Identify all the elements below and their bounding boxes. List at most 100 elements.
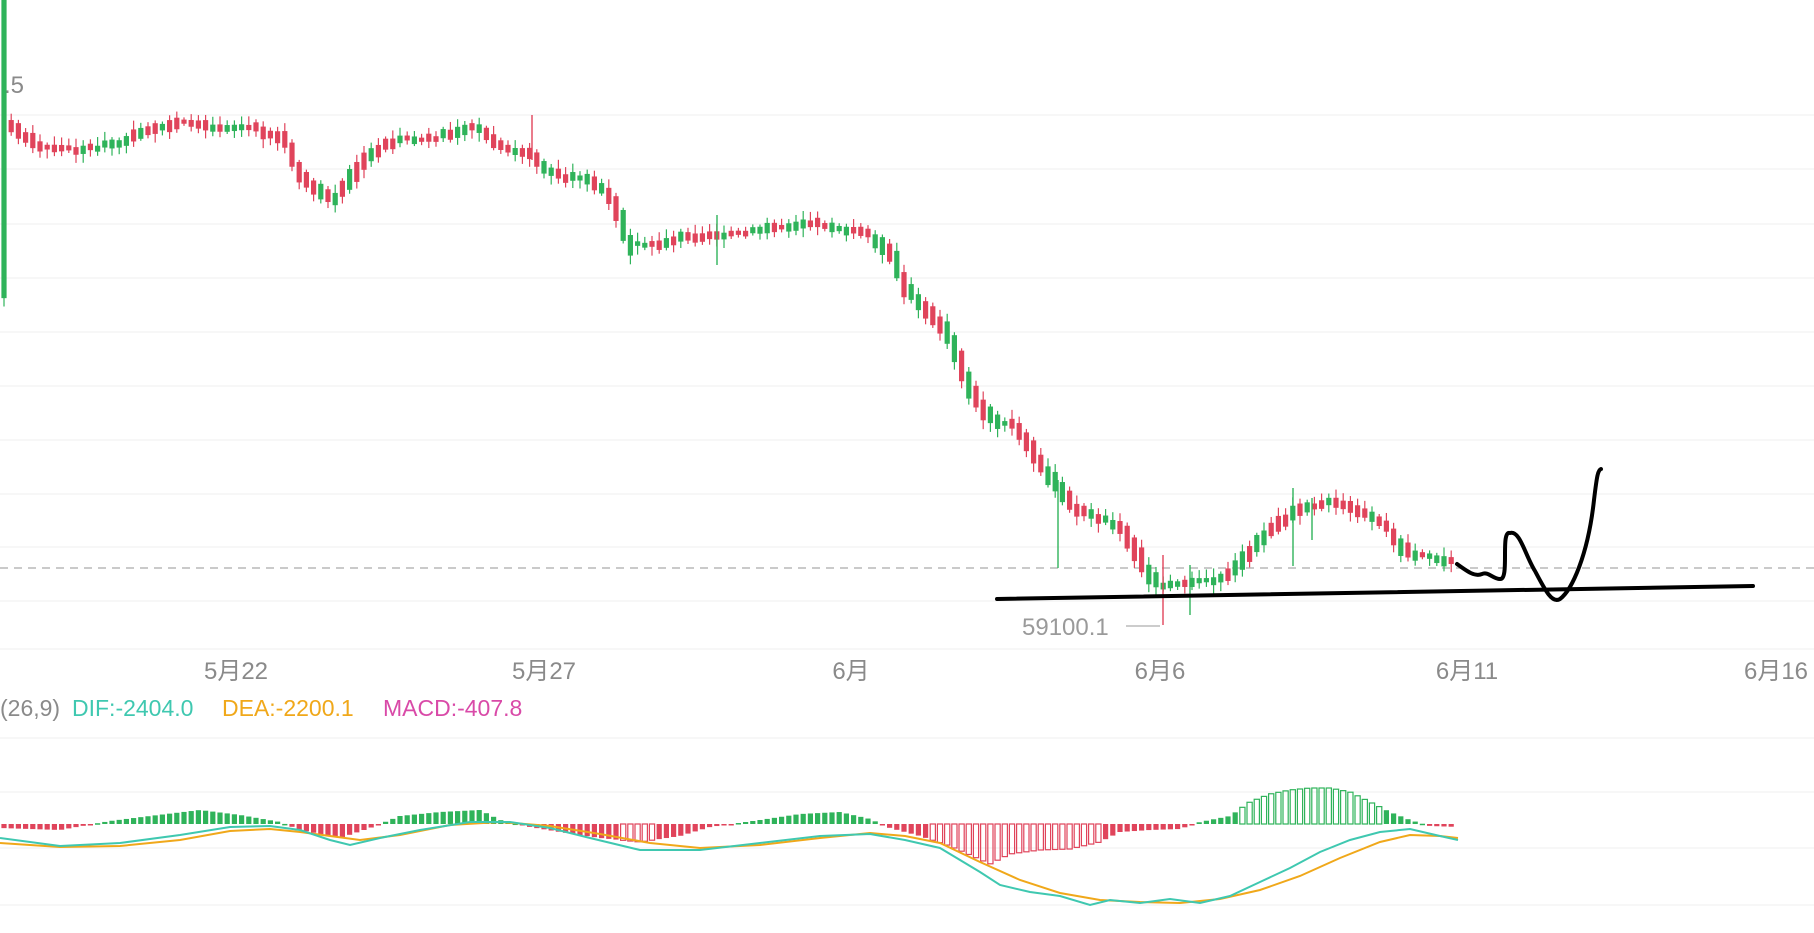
candle-body xyxy=(577,175,583,181)
macd-bar xyxy=(851,815,857,824)
macd-bar xyxy=(577,824,583,835)
macd-bar xyxy=(936,823,944,844)
macd-bar xyxy=(743,822,749,824)
candle-body xyxy=(1045,466,1051,486)
candle-body xyxy=(1067,490,1073,510)
candle-body xyxy=(937,316,943,334)
macd-bar xyxy=(239,815,245,824)
macd-bar xyxy=(1189,824,1195,826)
candle-body xyxy=(699,233,705,242)
candle-body xyxy=(750,227,756,234)
macd-bar xyxy=(786,815,792,824)
macd-bar xyxy=(1354,795,1361,825)
candle-body xyxy=(599,183,605,194)
candle-body xyxy=(707,231,713,240)
macd-bar xyxy=(1419,823,1425,826)
candle-body xyxy=(368,148,374,162)
candle-body xyxy=(1139,547,1145,573)
macd-bar xyxy=(224,813,230,824)
macd-bar xyxy=(433,812,439,824)
macd-bar xyxy=(1368,802,1376,825)
candle-body xyxy=(51,144,57,153)
candle-body xyxy=(1419,552,1425,558)
candle-body xyxy=(1124,525,1130,549)
macd-bar xyxy=(764,818,770,824)
candle-body xyxy=(1239,551,1245,570)
low-marker: 59100.1 xyxy=(1022,614,1160,641)
candle-body xyxy=(527,147,533,160)
candle-body xyxy=(995,414,1001,429)
macd-bar xyxy=(807,813,813,824)
candle-body xyxy=(1261,530,1267,546)
candle-body xyxy=(1146,564,1152,585)
x-axis: 5月22 5月27 6月 6月6 6月11 6月16 xyxy=(204,658,1808,685)
macd-grid-lines xyxy=(0,737,1814,906)
macd-bar xyxy=(354,824,360,833)
x-tick-label: 6月6 xyxy=(1135,658,1186,685)
macd-bar xyxy=(116,819,122,824)
macd-bar xyxy=(1347,791,1354,825)
macd-bar xyxy=(606,824,612,839)
candle-body xyxy=(1182,579,1188,587)
macd-bar xyxy=(699,824,705,830)
macd-bar xyxy=(1339,790,1347,825)
candle-body xyxy=(1153,572,1159,588)
candle-body xyxy=(1232,560,1238,576)
candle-body xyxy=(908,284,914,300)
candle-body xyxy=(591,176,597,191)
candle-body xyxy=(678,231,684,242)
candle-body xyxy=(1347,501,1353,513)
macd-bar xyxy=(829,812,835,824)
macd-bar xyxy=(325,824,331,836)
macd-bar xyxy=(174,812,180,824)
macd-bar xyxy=(1412,821,1418,824)
macd-bar xyxy=(411,814,417,824)
candle-body xyxy=(764,222,770,234)
candle-body xyxy=(555,168,561,179)
candle-body xyxy=(671,236,677,246)
candle-body xyxy=(800,219,806,229)
macd-bar xyxy=(707,824,713,828)
candle-body xyxy=(260,126,266,140)
macd-bar xyxy=(923,824,929,838)
macd-bar xyxy=(735,823,741,825)
macd-bar xyxy=(361,824,367,830)
macd-bar xyxy=(951,823,958,849)
candle-body xyxy=(973,385,979,408)
macd-bar xyxy=(1196,822,1202,824)
macd-bar xyxy=(203,810,209,824)
candle-body xyxy=(282,131,288,148)
support-trendline xyxy=(995,584,1755,601)
macd-bar xyxy=(879,824,885,826)
macd-bar xyxy=(1391,813,1397,824)
macd-bar xyxy=(613,824,619,840)
macd-bar xyxy=(419,813,425,824)
candle-body xyxy=(289,142,295,167)
candle-body xyxy=(1448,557,1454,565)
candle-body xyxy=(66,145,72,151)
candle-body xyxy=(1023,432,1029,452)
macd-bar xyxy=(51,824,57,830)
candle-body xyxy=(1247,546,1253,562)
candle-body xyxy=(383,138,389,150)
macd-bar xyxy=(1225,816,1231,824)
candle-body xyxy=(923,301,929,319)
candle-body xyxy=(663,238,669,248)
candle-body xyxy=(656,240,662,250)
candle-body xyxy=(743,230,749,237)
candle-body xyxy=(1434,555,1440,564)
macd-bar xyxy=(887,824,893,828)
candle-body xyxy=(887,243,893,262)
macd-bar xyxy=(383,821,389,824)
candle-body xyxy=(1225,568,1231,581)
candle-body xyxy=(354,161,360,182)
candle-body xyxy=(915,294,921,311)
candlestick-series xyxy=(1,0,1454,625)
macd-bar xyxy=(1095,823,1102,843)
macd-bar xyxy=(979,823,987,862)
macd-bar xyxy=(994,823,1001,861)
macd-header: (26,9) DIF:-2404.0 DEA:-2200.1 MACD:-407… xyxy=(0,695,522,721)
macd-bar xyxy=(332,824,338,838)
dea-label: DEA:-2200.1 xyxy=(222,695,354,721)
macd-bar xyxy=(965,823,973,856)
